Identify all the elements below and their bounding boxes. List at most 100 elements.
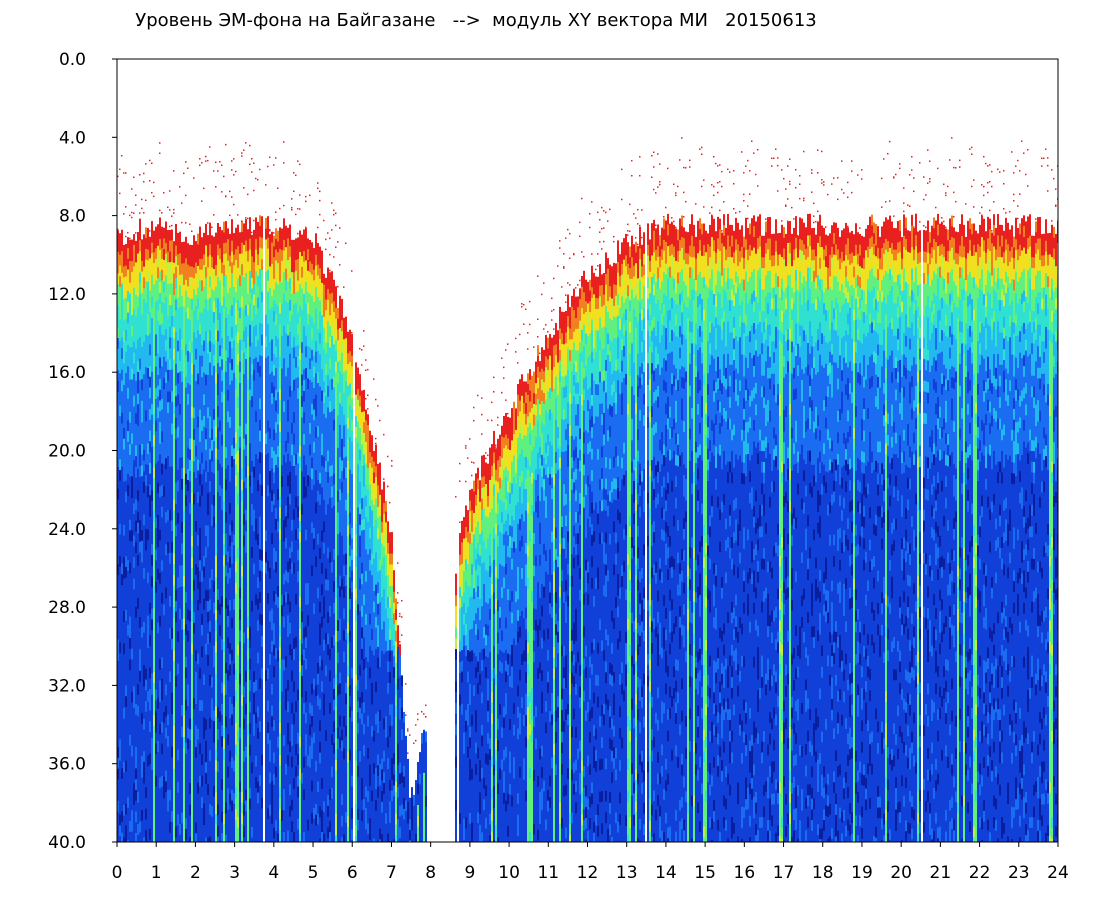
- heatmap-cell: [179, 242, 181, 253]
- heatmap-cell: [165, 760, 167, 771]
- heatmap-cell: [165, 469, 167, 480]
- heatmap-cell: [153, 607, 155, 618]
- heatmap-cell: [237, 214, 239, 216]
- heatmap-cell: [213, 700, 215, 711]
- heatmap-cell: [135, 456, 137, 467]
- heatmap-cell: [253, 747, 255, 758]
- heatmap-cell: [285, 366, 287, 377]
- heatmap-cell: [211, 763, 213, 774]
- heatmap-cell: [149, 301, 151, 312]
- heatmap-cell: [235, 637, 237, 648]
- heatmap-cell: [123, 299, 125, 310]
- heatmap-cell: [237, 289, 239, 300]
- heatmap-cell: [267, 302, 269, 313]
- heatmap-cell: [271, 501, 273, 512]
- heatmap-cell: [153, 392, 155, 403]
- heatmap-cell: [239, 297, 241, 308]
- heatmap-cell: [151, 802, 153, 813]
- heatmap-cell: [257, 706, 259, 717]
- heatmap-cell: [201, 646, 203, 657]
- heatmap-cell: [177, 373, 179, 384]
- heatmap-cell: [159, 239, 161, 250]
- heatmap-cell: [277, 586, 279, 597]
- heatmap-cell: [235, 658, 237, 669]
- heatmap-cell: [269, 503, 271, 514]
- heatmap-cell: [259, 743, 261, 754]
- heatmap-cell: [235, 389, 237, 400]
- heatmap-cell: [187, 835, 189, 846]
- heatmap-cell: [225, 792, 227, 803]
- heatmap-cell: [233, 750, 235, 761]
- heatmap-cell: [149, 754, 151, 765]
- heatmap-cell: [273, 483, 275, 494]
- heatmap-cell: [281, 713, 283, 724]
- heatmap-cell: [137, 760, 139, 771]
- heatmap-cell: [245, 251, 247, 262]
- heatmap-cell: [239, 480, 241, 491]
- heatmap-cell: [283, 810, 285, 821]
- heatmap-cell: [245, 467, 247, 478]
- heatmap-cell: [169, 693, 171, 704]
- heatmap-cell: [147, 702, 149, 713]
- heatmap-cell: [215, 513, 217, 524]
- heatmap-cell: [247, 552, 249, 563]
- heatmap-cell: [145, 820, 147, 831]
- heatmap-cell: [257, 599, 259, 610]
- heatmap-cell: [121, 650, 123, 661]
- heatmap-cell: [283, 141, 285, 143]
- heatmap-cell: [199, 334, 201, 345]
- heatmap-cell: [255, 756, 257, 767]
- heatmap-cell: [247, 455, 249, 466]
- heatmap-cell: [161, 528, 163, 539]
- heatmap-cell: [157, 332, 159, 343]
- heatmap-cell: [135, 232, 137, 234]
- heatmap-cell: [189, 568, 191, 579]
- heatmap-cell: [189, 632, 191, 643]
- heatmap-cell: [155, 367, 157, 378]
- heatmap-cell: [251, 784, 253, 795]
- heatmap-cell: [207, 601, 209, 612]
- heatmap-cell: [209, 524, 211, 535]
- heatmap-cell: [241, 426, 243, 437]
- heatmap-cell: [273, 494, 275, 505]
- heatmap-cell: [157, 816, 159, 827]
- heatmap-cell: [265, 702, 267, 713]
- heatmap-cell: [269, 331, 271, 342]
- heatmap-cell: [197, 460, 199, 471]
- heatmap-cell: [125, 545, 127, 556]
- heatmap-cell: [139, 499, 141, 510]
- heatmap-cell: [157, 289, 159, 300]
- heatmap-cell: [239, 318, 241, 329]
- heatmap-cell: [255, 260, 257, 271]
- heatmap-cell: [261, 464, 263, 475]
- heatmap-cell: [185, 818, 187, 829]
- heatmap-cell: [193, 364, 195, 375]
- heatmap-cell: [151, 619, 153, 630]
- heatmap-cell: [125, 599, 127, 610]
- heatmap-cell: [195, 424, 197, 435]
- heatmap-cell: [137, 426, 139, 437]
- heatmap-cell: [261, 668, 263, 679]
- heatmap-cell: [171, 563, 173, 574]
- heatmap-cell: [227, 691, 229, 702]
- heatmap-cell: [279, 335, 281, 346]
- heatmap-cell: [189, 417, 191, 428]
- heatmap-cell: [185, 775, 187, 786]
- heatmap-cell: [207, 644, 209, 655]
- heatmap-cell: [247, 261, 249, 272]
- heatmap-cell: [135, 725, 137, 736]
- heatmap-cell: [267, 701, 269, 712]
- heatmap-cell: [205, 299, 207, 310]
- heatmap-cell: [275, 282, 277, 293]
- heatmap-cell: [163, 281, 165, 292]
- heatmap-cell: [203, 631, 205, 642]
- heatmap-cell: [211, 461, 213, 472]
- heatmap-cell: [141, 315, 143, 326]
- heatmap-cell: [243, 493, 245, 504]
- heatmap-cell: [231, 618, 233, 629]
- heatmap-cell: [195, 489, 197, 500]
- heatmap-cell: [223, 415, 225, 426]
- heatmap-cell: [143, 331, 145, 342]
- heatmap-cell: [119, 341, 121, 352]
- heatmap-cell: [151, 286, 153, 297]
